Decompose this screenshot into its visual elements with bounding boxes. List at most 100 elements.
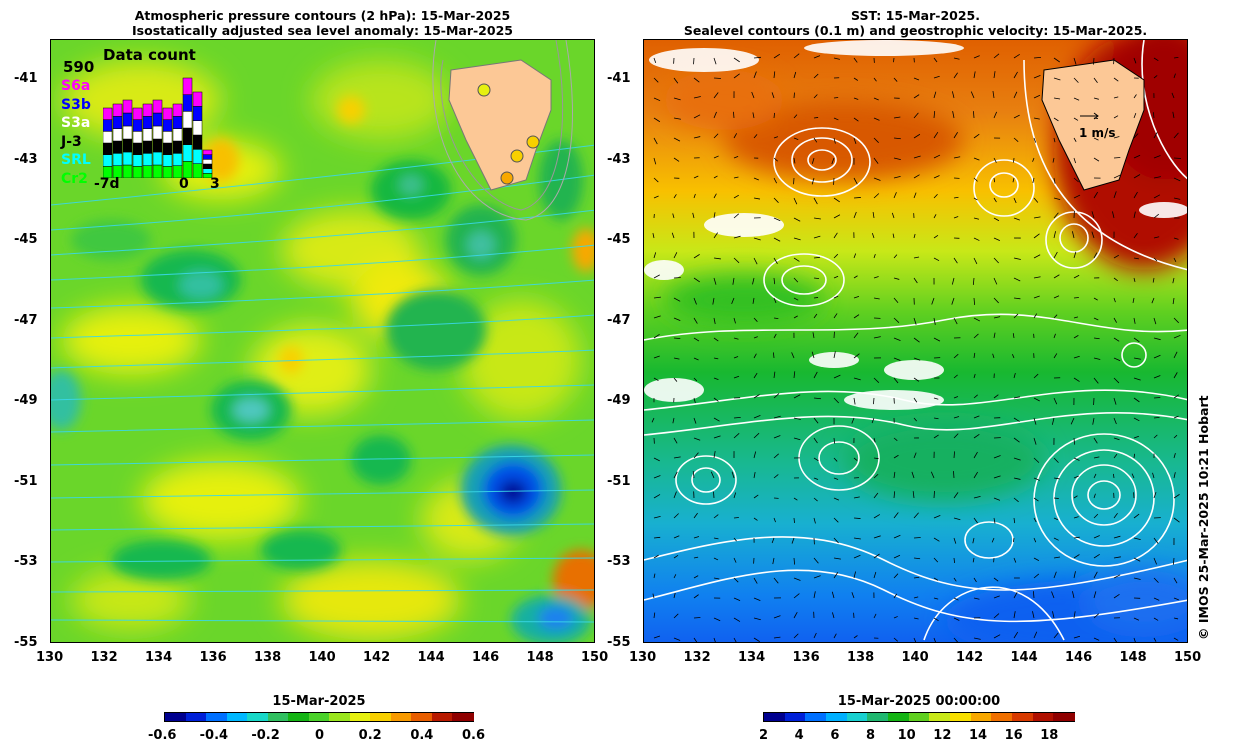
velocity-arrow	[833, 572, 839, 579]
velocity-arrow	[1153, 155, 1161, 159]
velocity-arrow	[713, 155, 719, 159]
velocity-arrow	[992, 91, 995, 99]
left-colorbar-segment	[206, 713, 228, 721]
velocity-arrow	[653, 457, 660, 462]
velocity-arrow	[1153, 194, 1161, 199]
velocity-arrow	[913, 233, 916, 239]
left-lat-tick-label: -53	[14, 554, 38, 570]
velocity-arrow	[793, 157, 796, 164]
left-lon-tick-label: 134	[145, 650, 173, 665]
velocity-arrow	[1153, 354, 1161, 359]
data-count-bar-segment	[182, 77, 193, 95]
velocity-arrow	[793, 137, 799, 140]
velocity-arrow	[873, 157, 879, 164]
velocity-arrow	[1113, 115, 1119, 119]
velocity-arrow	[953, 637, 959, 642]
velocity-arrow	[693, 114, 701, 119]
sea-level-anomaly-field	[51, 40, 594, 642]
velocity-arrow	[952, 111, 955, 119]
velocity-arrow	[733, 433, 740, 439]
velocity-arrow	[692, 471, 695, 479]
tide-gauge-marker	[510, 149, 524, 163]
velocity-arrow	[653, 137, 658, 145]
velocity-arrow	[693, 637, 698, 642]
left-panel-title: Atmospheric pressure contours (2 hPa): 1…	[50, 8, 595, 38]
velocity-arrow	[1033, 437, 1037, 445]
velocity-arrow	[693, 417, 697, 424]
right-title-line2: Sealevel contours (0.1 m) and geostrophi…	[683, 23, 1148, 38]
velocity-arrow	[933, 257, 940, 262]
velocity-arrow	[953, 537, 957, 544]
velocity-arrow	[993, 297, 999, 304]
velocity-arrow	[672, 213, 675, 219]
velocity-arrow	[973, 373, 976, 379]
velocity-arrow	[833, 117, 839, 121]
velocity-arrow	[972, 537, 975, 544]
data-count-bar-segment	[202, 154, 213, 160]
data-count-bar-segment	[152, 99, 163, 114]
velocity-arrow	[893, 554, 901, 559]
velocity-arrow	[673, 194, 677, 199]
inset-axis-end: 3	[210, 176, 220, 192]
right-lon-tick-label: 130	[629, 650, 657, 665]
velocity-arrow	[1153, 176, 1161, 179]
velocity-arrow	[693, 193, 696, 199]
velocity-arrow	[933, 617, 939, 622]
velocity-arrow	[1093, 437, 1098, 444]
velocity-arrow	[933, 234, 939, 239]
left-colorbar-title: 15-Mar-2025	[272, 694, 366, 709]
right-colorbar-tick-label: 6	[830, 728, 840, 743]
right-lon-tick-label: 144	[1010, 650, 1038, 665]
velocity-arrow	[973, 415, 980, 419]
velocity-arrow	[713, 175, 718, 179]
data-count-histogram	[103, 77, 213, 178]
velocity-arrow	[1113, 512, 1118, 519]
right-colorbar-tick-label: 2	[759, 728, 769, 743]
velocity-arrow	[753, 494, 759, 499]
velocity-arrow	[1152, 112, 1155, 119]
velocity-arrow	[813, 497, 818, 502]
velocity-arrow	[833, 477, 839, 480]
velocity-arrow	[873, 492, 879, 499]
velocity-arrow	[1173, 157, 1182, 159]
velocity-arrow	[1133, 233, 1138, 239]
right-lon-tick-label: 132	[683, 650, 711, 665]
velocity-arrow	[753, 517, 758, 521]
velocity-arrow	[713, 451, 716, 459]
velocity-arrow	[673, 117, 681, 120]
velocity-arrow	[833, 197, 840, 203]
velocity-arrow	[1173, 434, 1178, 439]
right-panel-title: SST: 15-Mar-2025. Sealevel contours (0.1…	[643, 8, 1188, 38]
data-count-bar-segment	[182, 144, 193, 162]
velocity-arrow	[673, 137, 681, 142]
velocity-arrow	[1093, 191, 1098, 199]
velocity-arrow	[931, 297, 935, 305]
velocity-arrow	[933, 434, 939, 439]
velocity-arrow	[793, 611, 798, 619]
velocity-arrow	[1113, 337, 1120, 342]
velocity-arrow	[1073, 437, 1075, 445]
velocity-arrow	[1113, 453, 1118, 459]
velocity-arrow	[713, 617, 721, 622]
velocity-arrow	[733, 176, 739, 179]
velocity-arrow	[933, 111, 936, 119]
left-colorbar-tick-label: 0	[315, 728, 325, 743]
velocity-arrow	[893, 317, 900, 323]
velocity-arrow	[833, 275, 839, 279]
velocity-arrow	[733, 492, 737, 499]
velocity-arrow	[873, 97, 879, 101]
velocity-arrow	[673, 471, 678, 479]
velocity-arrow	[1133, 453, 1136, 459]
velocity-arrow	[771, 92, 775, 99]
velocity-arrow	[1133, 191, 1138, 199]
data-count-bar-segment	[132, 142, 143, 155]
velocity-arrow	[973, 597, 980, 600]
velocity-arrow	[1093, 553, 1100, 559]
velocity-arrow	[1013, 277, 1021, 282]
velocity-arrow	[873, 297, 880, 300]
velocity-arrow	[993, 277, 998, 285]
velocity-arrow	[653, 573, 656, 579]
velocity-arrow	[773, 415, 781, 419]
right-lon-tick-label: 138	[847, 650, 875, 665]
velocity-arrow	[953, 433, 959, 439]
